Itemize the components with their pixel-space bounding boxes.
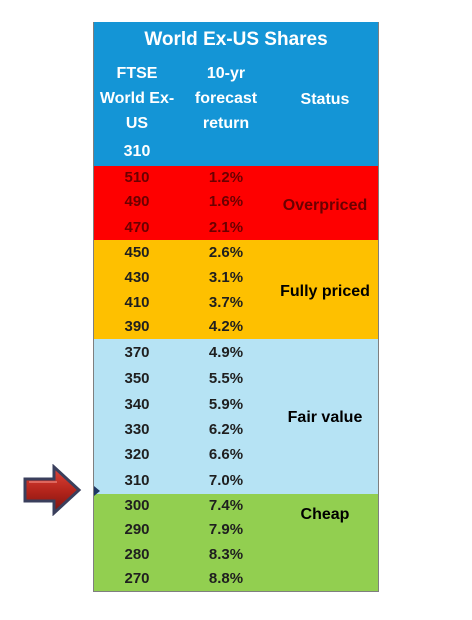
status-column-header: Status [300,91,350,108]
forecast-return-column-header: 10-yr forecast return [194,65,258,132]
table-title: World Ex-US Shares [144,29,328,50]
table-row: 370 4.9% [94,339,378,366]
return-cell: 1.6% [208,193,244,210]
return-cell: 6.6% [208,446,244,463]
table-row: 450 2.6% [94,240,378,265]
return-cell: 2.6% [208,244,244,261]
level-cell: 290 [124,521,150,538]
table-row: 320 6.6% [94,442,378,468]
table-row: 310 7.0% [94,468,378,494]
table-header: World Ex-US Shares FTSE World Ex- US 10-… [94,22,378,166]
return-cell: 6.2% [208,421,244,438]
status-label: Cheap [300,506,350,523]
status-label: Overpriced [282,197,368,214]
level-cell: 370 [124,344,150,361]
level-cell: 320 [124,446,150,463]
return-cell: 3.7% [208,294,244,311]
table-row: 300 7.4% [94,494,378,517]
level-cell: 510 [124,169,150,186]
status-label: Fair value [287,409,363,426]
return-cell: 7.9% [208,521,244,538]
table-row: 470 2.1% [94,215,378,240]
table-row: 340 5.9% [94,392,378,417]
band-fully-priced: 450 2.6% 430 3.1% 410 3.7% 390 4.2% Full… [94,240,378,339]
return-cell: 3.1% [208,269,244,286]
band-fair-value: 370 4.9% 350 5.5% 340 5.9% 330 6.2% 320 … [94,339,378,494]
return-cell: 5.5% [208,370,244,387]
level-cell: 470 [124,219,150,236]
band-overpriced: 510 1.2% 490 1.6% 470 2.1% Overpriced [94,166,378,240]
ftse-level-column-header: FTSE World Ex- US [99,65,175,132]
current-row-marker-icon [94,486,100,496]
return-cell: 5.9% [208,396,244,413]
level-cell: 490 [124,193,150,210]
return-cell: 7.0% [208,472,244,489]
level-cell: 390 [124,318,150,335]
return-cell: 8.8% [208,570,244,587]
level-cell: 340 [124,396,150,413]
table-row: 270 8.8% [94,567,378,591]
level-cell: 280 [124,546,150,563]
level-cell: 450 [124,244,150,261]
table-row: 430 3.1% [94,265,378,290]
table-row: 410 3.7% [94,290,378,315]
return-cell: 4.2% [208,318,244,335]
current-level-value: 310 [123,143,151,160]
level-cell: 300 [124,497,150,514]
return-cell: 2.1% [208,219,244,236]
valuation-table: World Ex-US Shares FTSE World Ex- US 10-… [93,22,379,592]
table-row: 280 8.3% [94,542,378,567]
level-cell: 430 [124,269,150,286]
table-row: 350 5.5% [94,366,378,392]
level-cell: 350 [124,370,150,387]
return-cell: 8.3% [208,546,244,563]
return-cell: 7.4% [208,497,244,514]
status-label: Fully priced [280,283,370,300]
table-row: 330 6.2% [94,417,378,442]
right-arrow-icon [23,464,82,516]
level-cell: 270 [124,570,150,587]
level-cell: 310 [124,472,150,489]
return-cell: 4.9% [208,344,244,361]
band-cheap: 300 7.4% 290 7.9% 280 8.3% 270 8.8% Chea… [94,494,378,591]
table-row: 510 1.2% [94,166,378,189]
table-row: 290 7.9% [94,517,378,542]
table-row: 490 1.6% [94,189,378,215]
level-cell: 330 [124,421,150,438]
table-row: 390 4.2% [94,315,378,339]
level-cell: 410 [124,294,150,311]
return-cell: 1.2% [208,169,244,186]
